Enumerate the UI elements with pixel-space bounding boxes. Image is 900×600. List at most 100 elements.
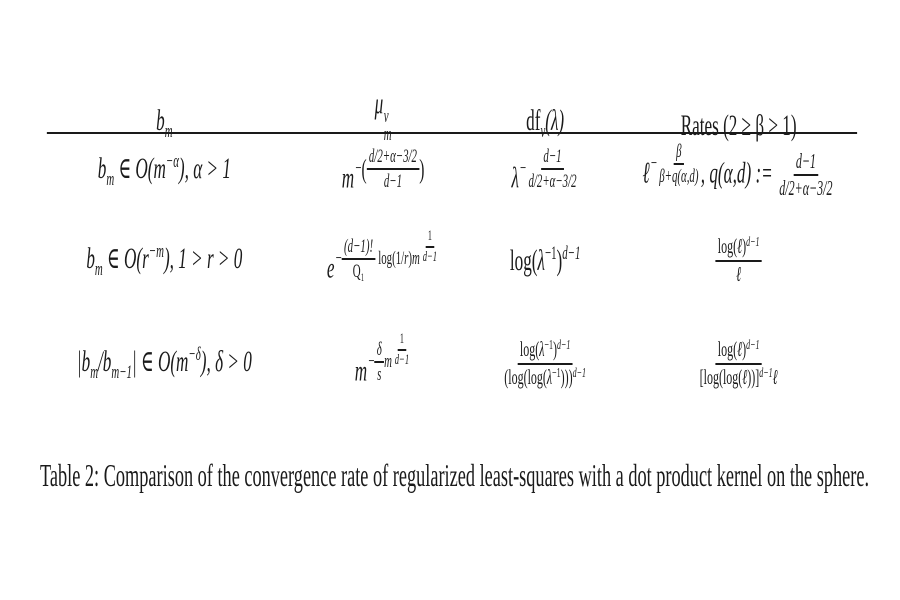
cell-r1-rate: ℓ − β β+q(α,d), q(α,d) := d−1 d/2+α−3/2 bbox=[606, 134, 857, 208]
fraction: d−1 d/2+α−3/2 bbox=[526, 146, 579, 193]
cell-r3-rate: log(ℓ)d−1 [log(log(ℓ))]d−1ℓ bbox=[606, 314, 857, 414]
fraction-denominator: ℓ bbox=[736, 262, 742, 286]
math-superscript: d−1 bbox=[562, 243, 581, 264]
math-subscript: m−1 bbox=[111, 361, 132, 383]
fraction-numerator: (d−1)! bbox=[341, 236, 376, 261]
fraction-denominator: d−1 bbox=[383, 171, 403, 193]
math-token: ) bbox=[742, 234, 747, 259]
math-superscript: −1 bbox=[544, 338, 553, 354]
math-exponent: − β β+q(α,d) bbox=[651, 141, 701, 188]
table-row: bm ∈ O(m−α), α > 1 m −(d/2+α−3/2 d−1) λ − d−… bbox=[47, 134, 857, 208]
math-exponent: − (d−1)! Q₁ log(1/r) m 1 d−1 bbox=[336, 228, 440, 283]
math-superscript: d−1 bbox=[746, 338, 760, 354]
fraction: (d−1)! Q₁ bbox=[341, 236, 376, 283]
math-subscript: m bbox=[164, 121, 173, 143]
fraction-denominator: d−1 bbox=[394, 352, 410, 369]
fraction-numerator: 1 bbox=[425, 228, 435, 249]
fraction-numerator: 1 bbox=[397, 331, 407, 352]
math-expression: dfν(λ) bbox=[526, 103, 564, 144]
math-token: b bbox=[97, 151, 107, 185]
math-token: ) bbox=[742, 337, 747, 362]
math-token: m bbox=[384, 351, 392, 373]
fraction-numerator: log(λ−1)d−1 bbox=[517, 337, 573, 365]
fraction: d−1 d/2+α−3/2 bbox=[777, 149, 835, 201]
math-token: e bbox=[326, 251, 335, 285]
cell-r1-mu: m −(d/2+α−3/2 d−1) bbox=[282, 134, 485, 208]
math-token: ) bbox=[408, 248, 412, 270]
fraction: d/2+α−3/2 d−1 bbox=[366, 146, 420, 193]
math-token: λ bbox=[511, 161, 519, 195]
math-token: ℓ bbox=[642, 156, 650, 190]
table-row: |bm/bm−1| ∈ O(m−δ), δ > 0 m − δ s m 1 d−1 log(… bbox=[47, 314, 857, 414]
fraction-numerator: d/2+α−3/2 bbox=[366, 146, 420, 171]
math-expression: Rates (2 ≥ β > 1) bbox=[680, 109, 797, 143]
col-header-rates: Rates (2 ≥ β > 1) bbox=[606, 86, 857, 149]
math-token: ℓ bbox=[742, 365, 748, 389]
fraction-denominator: (log(log(λ−1)))d−1 bbox=[502, 365, 588, 390]
cell-r1-bm: bm ∈ O(m−α), α > 1 bbox=[47, 134, 282, 208]
math-token: log(1/ bbox=[378, 248, 405, 270]
math-superscript: −1 bbox=[544, 243, 557, 264]
math-expression: |bm/bm−1| ∈ O(m−δ), δ > 0 bbox=[77, 344, 252, 385]
fraction: 1 d−1 bbox=[392, 331, 411, 369]
fraction-numerator: log(ℓ)d−1 bbox=[715, 337, 762, 365]
fraction-denominator: β+q(α,d) bbox=[659, 166, 699, 188]
math-expression: bm ∈ O(m−α), α > 1 bbox=[98, 151, 231, 192]
col-header-bm: bm bbox=[47, 86, 282, 149]
math-token: ))] bbox=[747, 365, 760, 389]
math-exponent: − d−1 d/2+α−3/2 bbox=[520, 146, 579, 193]
math-token: ) bbox=[556, 244, 563, 277]
math-expression: e − (d−1)! Q₁ log(1/r) m 1 d−1 bbox=[326, 228, 440, 286]
math-exponent: − δ s m 1 d−1 bbox=[368, 331, 411, 386]
table-caption: Table 2: Comparison of the convergence r… bbox=[39, 457, 870, 493]
math-expression: m − δ s m 1 d−1 bbox=[355, 331, 412, 389]
math-token: λ bbox=[546, 365, 553, 389]
cell-r3-bm: |bm/bm−1| ∈ O(m−δ), δ > 0 bbox=[47, 314, 282, 414]
math-expression: log(λ−1)d−1 (log(log(λ−1)))d−1 bbox=[502, 338, 588, 389]
math-token: ℓ bbox=[737, 337, 743, 362]
math-token: (λ) bbox=[545, 104, 565, 138]
math-token: log( bbox=[717, 337, 738, 362]
math-expression: log(ℓ)d−1 ℓ bbox=[715, 234, 762, 286]
math-token: df bbox=[526, 104, 541, 138]
cell-r2-df: log(λ−1)d−1 bbox=[484, 208, 606, 314]
math-superscript: d−1 bbox=[556, 338, 571, 354]
fraction-denominator: [log(log(ℓ))]d−1ℓ bbox=[697, 365, 780, 390]
math-expression: ℓ − β β+q(α,d), q(α,d) := d−1 d/2+α−3/2 bbox=[643, 141, 835, 201]
math-token: [log(log( bbox=[699, 365, 743, 389]
fraction-denominator: d−1 bbox=[422, 249, 438, 266]
math-superscript: −α bbox=[165, 150, 179, 172]
fraction: log(ℓ)d−1 ℓ bbox=[715, 234, 762, 286]
fraction-numerator: d−1 bbox=[541, 146, 564, 171]
math-superscript: d−1 bbox=[746, 235, 760, 251]
fraction: 1 d−1 bbox=[420, 228, 439, 266]
math-subscript: m bbox=[106, 168, 115, 190]
math-expression: λ − d−1 d/2+α−3/2 bbox=[511, 146, 578, 196]
fraction: log(λ−1)d−1 (log(log(λ−1)))d−1 bbox=[502, 338, 588, 389]
math-token: − bbox=[368, 351, 375, 373]
cell-r2-rate: log(ℓ)d−1 ℓ bbox=[606, 208, 857, 314]
math-token: m bbox=[411, 248, 420, 270]
math-exponent: −(d/2+α−3/2 d−1) bbox=[355, 146, 424, 193]
math-token: ℓ bbox=[772, 365, 778, 389]
math-superscript: −m bbox=[148, 240, 164, 262]
math-token: ), δ > 0 bbox=[200, 344, 252, 378]
fraction-numerator: log(ℓ)d−1 bbox=[715, 234, 762, 262]
math-subscript: m bbox=[383, 124, 392, 146]
cell-r3-mu: m − δ s m 1 d−1 bbox=[282, 314, 485, 414]
col-header-df: dfν(λ) bbox=[484, 86, 606, 149]
math-nested-exponent: 1 d−1 bbox=[420, 228, 439, 266]
math-token: ) bbox=[552, 337, 557, 362]
math-subscript: m bbox=[90, 361, 99, 383]
fraction: log(ℓ)d−1 [log(log(ℓ))]d−1ℓ bbox=[697, 338, 780, 389]
math-expression: log(λ−1)d−1 bbox=[510, 243, 580, 279]
math-superscript: d−1 bbox=[572, 366, 587, 381]
math-token: |b bbox=[76, 344, 91, 378]
